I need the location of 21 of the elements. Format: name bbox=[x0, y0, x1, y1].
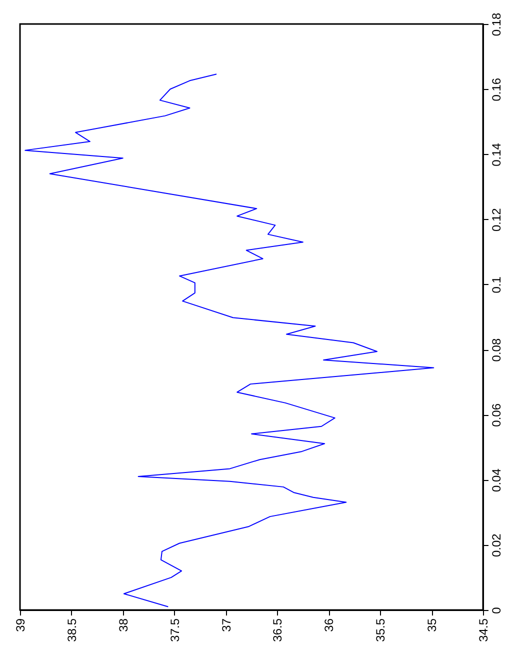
y-tick-label: 0.14 bbox=[490, 142, 504, 166]
x-tick-label: 34.5 bbox=[476, 618, 490, 642]
y-tick-label: 0.16 bbox=[490, 78, 504, 102]
y-tick-label: 0.04 bbox=[490, 468, 504, 492]
y-tick-label: 0.02 bbox=[490, 533, 504, 558]
x-tick-label: 37 bbox=[219, 618, 234, 632]
y-tick-label: 0.12 bbox=[490, 208, 504, 232]
x-tick-label: 38.5 bbox=[64, 618, 79, 642]
x-tick-label: 35 bbox=[425, 618, 440, 632]
x-tick-label: 39 bbox=[14, 618, 28, 632]
x-tick-label: 36.5 bbox=[270, 618, 285, 642]
y-tick-label: 0 bbox=[490, 606, 504, 614]
line-series bbox=[24, 74, 434, 608]
x-tick-label: 38 bbox=[116, 618, 130, 632]
x-tick-label: 37.5 bbox=[168, 618, 182, 642]
y-tick-label: 0.08 bbox=[490, 338, 504, 362]
x-tick-label: 36 bbox=[322, 618, 336, 632]
y-tick-label: 0.06 bbox=[490, 403, 504, 427]
y-tick-label: 0.18 bbox=[490, 12, 504, 36]
x-tick-label: 35.5 bbox=[374, 618, 388, 642]
y-tick-label: 0.1 bbox=[490, 276, 504, 294]
